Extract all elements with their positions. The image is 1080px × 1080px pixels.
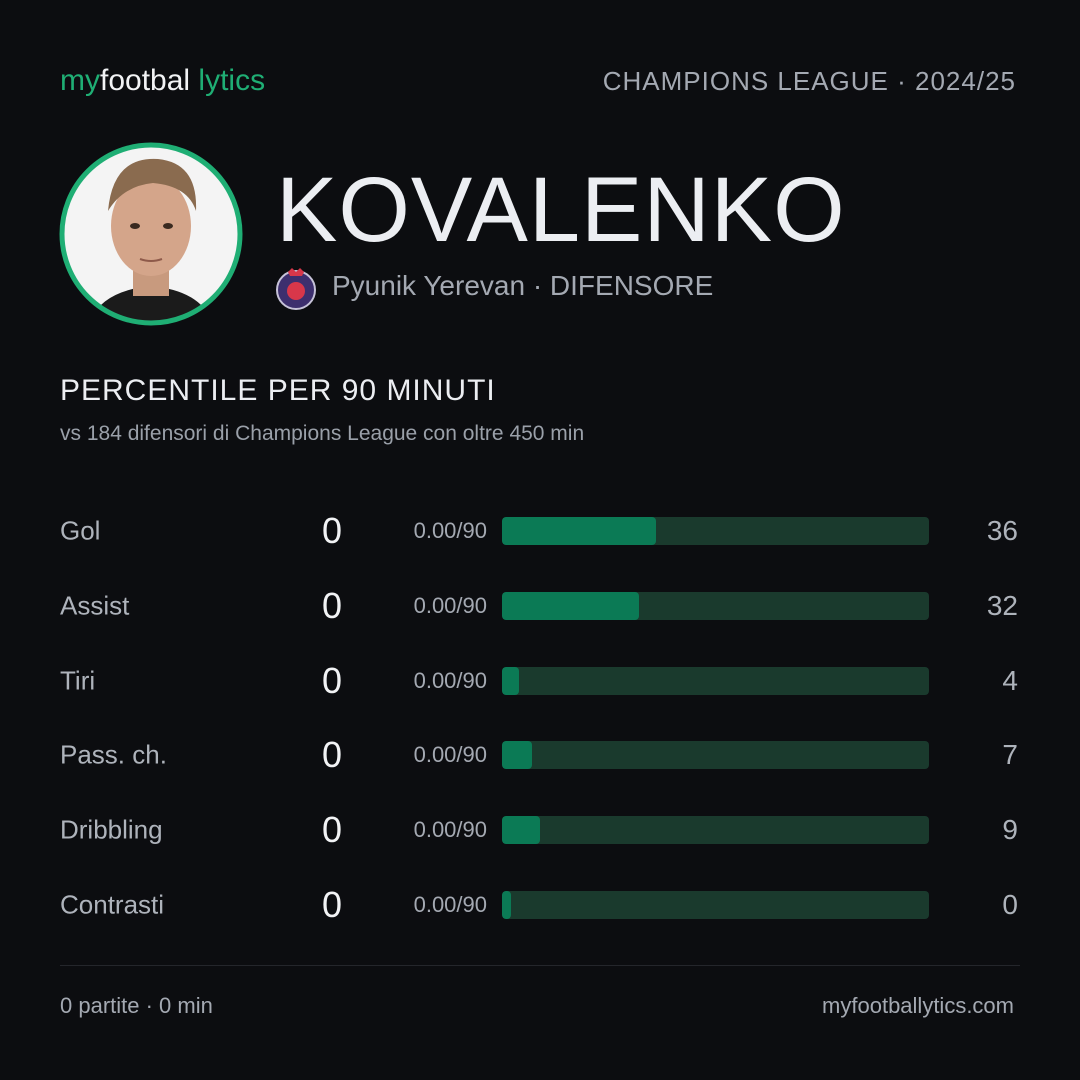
brand: myfootbal lytics xyxy=(60,64,265,98)
stat-rate: 0.00/90 xyxy=(413,817,487,843)
percentile-track xyxy=(502,517,929,545)
stat-rate: 0.00/90 xyxy=(413,667,487,693)
player-name: KOVALENKO xyxy=(276,159,846,261)
stat-value: 0 xyxy=(321,510,342,551)
percentile-bar xyxy=(502,517,656,545)
percentile-track xyxy=(502,816,929,845)
percentile-track xyxy=(502,741,929,770)
percentile-bar xyxy=(502,816,541,845)
stat-rate: 0.00/90 xyxy=(413,518,487,543)
stat-rate: 0.00/90 xyxy=(413,742,487,768)
stat-rate: 0.00/90 xyxy=(413,892,487,917)
stat-value: 0 xyxy=(321,659,342,701)
percentile-bar xyxy=(502,666,520,695)
percentile-track xyxy=(502,591,929,620)
stat-label: Assist xyxy=(60,590,130,621)
percentile-bar xyxy=(502,891,511,919)
stat-value: 0 xyxy=(321,734,342,776)
footer-stats: 0 partite · 0 min xyxy=(60,993,213,1018)
brand-part: lytics xyxy=(198,64,266,97)
stat-label: Contrasti xyxy=(60,889,165,920)
percentile-bar xyxy=(502,741,532,770)
percentile-track xyxy=(502,891,929,919)
footer-site: myfootballytics.com xyxy=(822,993,1014,1018)
percentile-label: 7 xyxy=(1002,739,1018,771)
percentile-track xyxy=(502,666,929,695)
percentile-label: 9 xyxy=(1002,814,1018,846)
percentile-bar xyxy=(502,591,639,620)
section-title: PERCENTILE PER 90 MINUTI xyxy=(60,374,496,407)
stat-label: Dribbling xyxy=(60,814,163,845)
brand-part: my xyxy=(60,64,100,97)
stat-value: 0 xyxy=(321,809,342,851)
stat-value: 0 xyxy=(321,884,342,925)
stat-value: 0 xyxy=(321,584,342,626)
percentile-label: 32 xyxy=(986,589,1018,621)
percentile-label: 36 xyxy=(986,515,1018,546)
percentile-label: 4 xyxy=(1002,664,1018,696)
club-badge xyxy=(276,268,316,310)
player-photo xyxy=(59,142,243,326)
player-meta: Pyunik Yerevan · DIFENSORE xyxy=(332,270,714,301)
stat-label: Gol xyxy=(60,515,101,546)
stat-label: Tiri xyxy=(60,665,96,696)
section-subtitle: vs 184 difensori di Champions League con… xyxy=(60,422,585,445)
stat-rate: 0.00/90 xyxy=(413,592,487,618)
stat-label: Pass. ch. xyxy=(60,739,167,770)
brand-part: footbal xyxy=(100,64,191,97)
percentile-label: 0 xyxy=(1002,889,1018,920)
competition: CHAMPIONS LEAGUE · 2024/25 xyxy=(602,66,1016,96)
divider xyxy=(60,965,1020,966)
